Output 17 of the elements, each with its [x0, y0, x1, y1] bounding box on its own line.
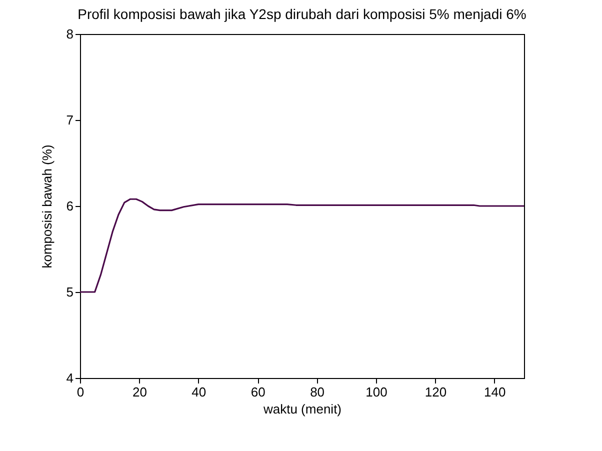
y-axis-title: komposisi bawah (%): [39, 144, 54, 268]
line-series: [80, 198, 524, 293]
y-tick-label: 5: [66, 284, 74, 300]
x-tick-label: 20: [132, 384, 147, 400]
y-tick-label: 8: [66, 26, 74, 42]
y-tick-label: 4: [66, 370, 74, 386]
chart-title: Profil komposisi bawah jika Y2sp dirubah dari komposisi 5% menjadi 6%: [78, 6, 526, 22]
x-tick-label: 120: [424, 384, 447, 400]
y-tick-label: 7: [66, 112, 74, 128]
x-tick-label: 60: [250, 384, 266, 400]
x-tick-label: 80: [310, 384, 325, 400]
y-tick-label: 6: [66, 198, 74, 214]
x-axis-title: waktu (menit): [262, 402, 342, 416]
x-tick-label: 0: [76, 384, 84, 400]
x-tick-label: 100: [366, 384, 388, 400]
x-tick-label: 140: [484, 384, 506, 400]
x-tick-label: 40: [192, 384, 206, 400]
